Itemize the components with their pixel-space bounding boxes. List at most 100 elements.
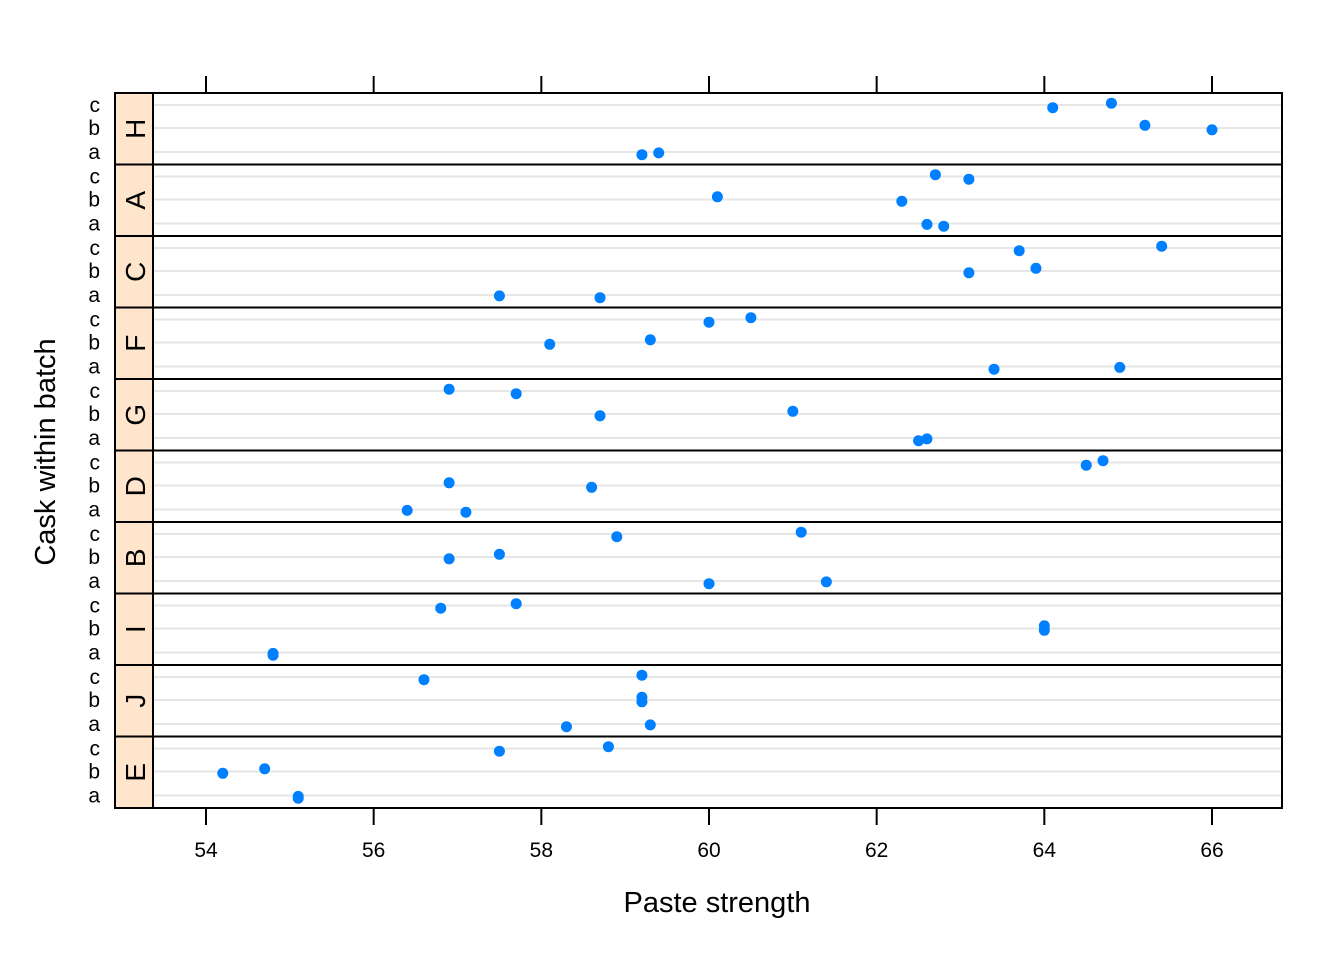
x-tick-label: 58 [530,839,553,862]
data-point [921,218,933,230]
data-point [443,477,455,489]
strip-J [114,664,154,738]
cask-label: b [88,117,100,140]
strip-label: B [120,548,151,567]
cask-label: a [88,141,100,164]
data-point [636,696,648,708]
cask-label: c [90,380,101,403]
data-point [1156,240,1168,252]
data-point [435,602,447,614]
cask-label: b [88,689,100,712]
data-point [1206,124,1218,136]
cask-label: b [88,475,100,498]
cask-label: a [88,356,100,379]
cask-label: c [90,452,101,475]
strip-label: F [120,335,151,352]
data-point [913,435,925,447]
strip-H [114,92,154,166]
data-point [460,506,472,518]
data-point [443,383,455,395]
data-point [510,598,522,610]
cask-label: b [88,403,100,426]
cask-label: b [88,618,100,641]
x-axis-label: Paste strength [624,887,811,919]
cask-label: a [88,284,100,307]
x-tick-label: 56 [362,839,385,862]
data-point [1097,455,1109,467]
x-tick-label: 60 [697,839,720,862]
data-point [418,674,430,686]
data-point [1030,262,1042,274]
data-point [292,790,304,802]
strip-label: I [120,625,151,633]
data-point [1139,119,1151,131]
panel-F: abc F [88,306,1283,380]
cask-label: a [88,642,100,665]
cask-label: c [90,595,101,618]
cask-label: c [90,309,101,332]
data-point [1114,361,1126,373]
data-point [1013,245,1025,257]
x-tick-label: 66 [1200,839,1223,862]
data-point [493,745,505,757]
strip-label: A [120,191,151,210]
data-point [921,433,933,445]
data-point [795,526,807,538]
data-point [259,763,271,775]
data-point [636,669,648,681]
cask-label: b [88,546,100,569]
data-point [787,405,799,417]
cask-label: c [90,94,101,117]
cask-label: c [90,237,101,260]
panel-border [152,735,1283,809]
strip-label: E [120,763,151,782]
cask-label: b [88,189,100,212]
cask-label: a [88,570,100,593]
data-point [703,578,715,590]
data-point [611,531,623,543]
cask-label: a [88,499,100,522]
data-point [745,312,757,324]
data-point [963,173,975,185]
data-point [644,719,656,731]
cask-label: a [88,713,100,736]
strip-label: H [120,119,151,139]
data-point [1047,102,1059,114]
cask-label: a [88,785,100,808]
data-point [217,767,229,779]
strip-label: J [120,694,151,708]
data-point [560,721,572,733]
data-point [703,316,715,328]
data-point [267,647,279,659]
panel-I: abc I [88,592,1283,666]
data-point [586,481,598,493]
strip-label: C [120,262,151,282]
data-point [644,334,656,346]
data-point [938,220,950,232]
cask-label: c [90,166,101,189]
data-point [653,147,665,159]
x-tick-label: 64 [1033,839,1057,862]
cask-label: a [88,213,100,236]
data-point [963,267,975,279]
cask-label: b [88,260,100,283]
cask-label: c [90,738,101,761]
data-point [711,191,723,203]
data-point [636,149,648,161]
data-point [988,363,1000,375]
x-tick-label: 62 [865,839,888,862]
panel-J: abc J [88,664,1283,738]
data-point [820,576,832,588]
data-point [896,195,908,207]
x-tick-label: 54 [194,839,218,862]
cask-label: b [88,761,100,784]
data-point [1105,97,1117,109]
